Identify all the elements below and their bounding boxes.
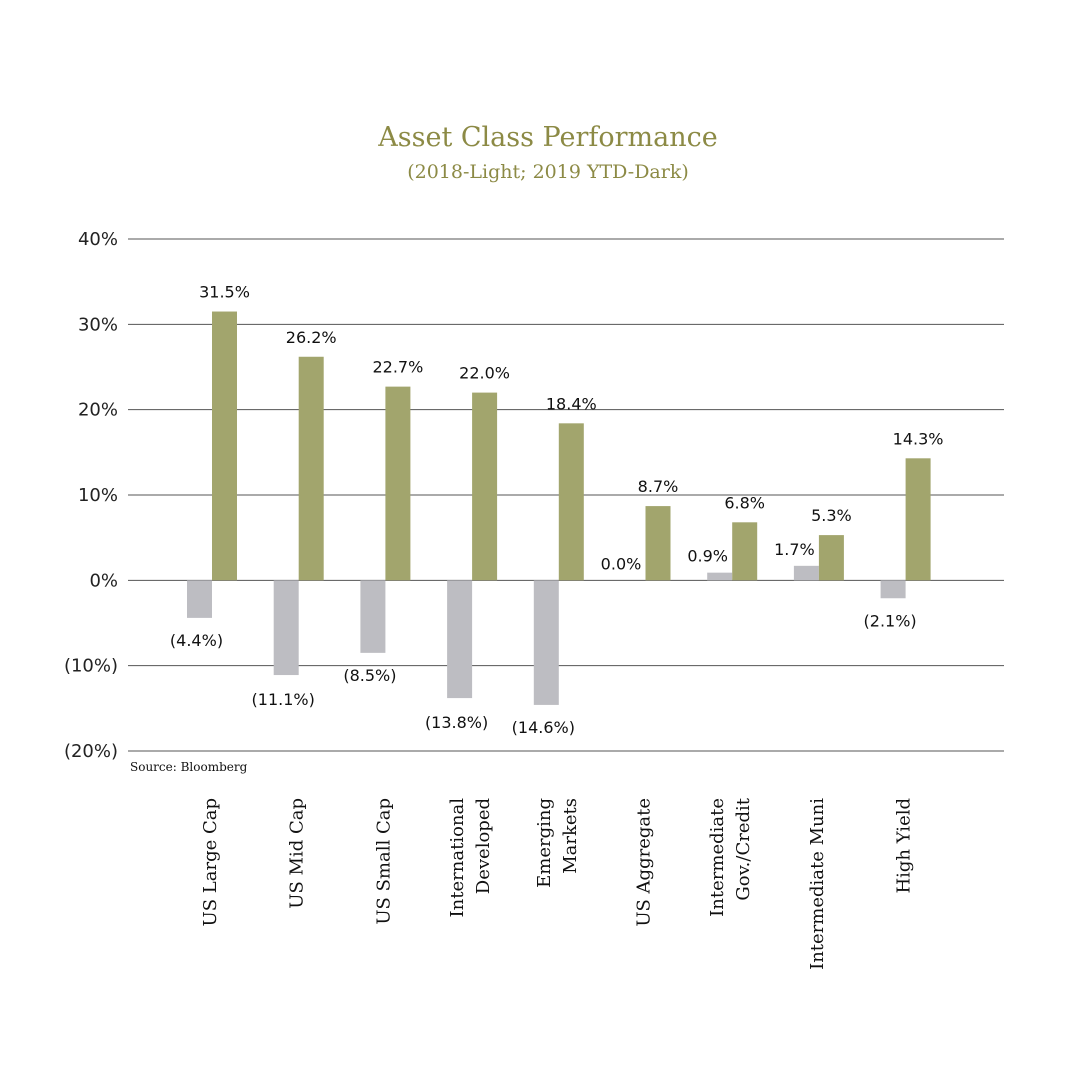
data-label-2018-us-aggregate: 0.0% xyxy=(601,554,642,573)
source-note: Source: Bloomberg xyxy=(130,760,248,774)
category-labels: US Large Cap US Mid Cap US Small Cap Intern… xyxy=(200,797,915,970)
data-label-2018-intermediate-gov-credit: 0.9% xyxy=(687,547,728,566)
bar-2019-ytd-intermediate-gov-credit xyxy=(732,522,758,581)
data-label-2018-intermediate-muni: 1.7% xyxy=(774,540,815,559)
category-label-line: Emerging xyxy=(534,798,555,888)
category-label-line: International xyxy=(447,798,468,918)
data-label-2018-us-mid-cap: (11.1%) xyxy=(252,690,315,709)
y-tick-label: 20% xyxy=(78,400,118,421)
data-labels: (4.4%) 31.5% (11.1%) 26.2% (8.5%) 22.7% (13.8%… xyxy=(170,283,944,737)
category-label-line: US Large Cap xyxy=(200,798,221,926)
category-label-high-yield: High Yield xyxy=(894,798,915,894)
y-tick-label: 40% xyxy=(78,229,118,250)
bar-2019-ytd-emerging-markets xyxy=(558,423,584,581)
data-label-2018-us-large-cap: (4.4%) xyxy=(170,631,223,650)
category-label-international-developed: International Developed xyxy=(447,798,494,918)
bar-2018-us-large-cap xyxy=(187,580,212,618)
category-label-line: US Mid Cap xyxy=(287,798,308,909)
y-tick-label: 30% xyxy=(78,314,118,335)
data-label-2019-ytd-us-small-cap: 22.7% xyxy=(372,358,423,377)
bar-2018-intermediate-gov-credit xyxy=(707,572,733,581)
bar-2019-ytd-us-mid-cap xyxy=(298,356,324,581)
category-label-line: Gov./Credit xyxy=(733,797,754,900)
bar-2019-ytd-high-yield xyxy=(905,458,931,581)
y-tick-label: 10% xyxy=(78,485,118,506)
data-label-2018-us-small-cap: (8.5%) xyxy=(343,666,396,685)
bar-2019-ytd-international-developed xyxy=(472,392,498,581)
category-label-line: US Small Cap xyxy=(373,798,394,925)
bar-2019-ytd-intermediate-muni xyxy=(818,535,844,581)
category-label-line: Intermediate Muni xyxy=(807,798,828,970)
bar-2018-intermediate-muni xyxy=(793,565,819,581)
category-label-emerging-markets: Emerging Markets xyxy=(534,798,581,888)
data-label-2019-ytd-us-mid-cap: 26.2% xyxy=(286,328,337,347)
data-label-2019-ytd-emerging-markets: 18.4% xyxy=(546,394,597,413)
category-label-intermediate-gov-credit: Intermediate Gov./Credit xyxy=(707,797,754,917)
data-label-2018-emerging-markets: (14.6%) xyxy=(512,718,575,737)
chart-title: Asset Class Performance xyxy=(377,122,718,153)
bar-2019-ytd-us-aggregate xyxy=(645,506,671,581)
y-tick-label: (10%) xyxy=(64,656,118,677)
category-label-us-small-cap: US Small Cap xyxy=(373,798,394,925)
bars xyxy=(187,311,931,705)
category-label-line: US Aggregate xyxy=(634,798,655,927)
bar-2019-ytd-us-small-cap xyxy=(385,386,411,581)
bar-2018-high-yield xyxy=(880,580,906,599)
data-label-2019-ytd-high-yield: 14.3% xyxy=(893,429,944,448)
y-tick-label: 0% xyxy=(89,570,118,591)
category-label-line: High Yield xyxy=(894,798,915,894)
bar-2018-us-mid-cap xyxy=(273,580,299,676)
bar-2019-ytd-us-large-cap xyxy=(212,311,237,581)
data-label-2019-ytd-international-developed: 22.0% xyxy=(459,364,510,383)
bar-2018-international-developed xyxy=(447,580,473,699)
category-label-line: Intermediate xyxy=(707,798,728,917)
data-label-2019-ytd-us-aggregate: 8.7% xyxy=(638,477,679,496)
bar-2018-emerging-markets xyxy=(533,580,559,705)
y-tick-label: (20%) xyxy=(64,741,118,762)
data-label-2019-ytd-intermediate-gov-credit: 6.8% xyxy=(724,493,765,512)
category-label-us-large-cap: US Large Cap xyxy=(200,798,221,926)
category-label-us-mid-cap: US Mid Cap xyxy=(287,798,308,909)
chart-subtitle: (2018-Light; 2019 YTD-Dark) xyxy=(407,161,689,183)
category-label-line: Markets xyxy=(560,798,581,874)
data-label-2019-ytd-us-large-cap: 31.5% xyxy=(199,283,250,302)
bar-2018-us-small-cap xyxy=(360,580,386,653)
y-axis-ticks: 40% 30% 20% 10% 0% (10%) (20%) xyxy=(64,229,118,762)
data-label-2018-international-developed: (13.8%) xyxy=(425,713,488,732)
category-label-line: Developed xyxy=(473,798,494,894)
data-label-2018-high-yield: (2.1%) xyxy=(864,611,917,630)
category-label-intermediate-muni: Intermediate Muni xyxy=(807,798,828,970)
category-label-us-aggregate: US Aggregate xyxy=(634,798,655,927)
data-label-2019-ytd-intermediate-muni: 5.3% xyxy=(811,506,852,525)
